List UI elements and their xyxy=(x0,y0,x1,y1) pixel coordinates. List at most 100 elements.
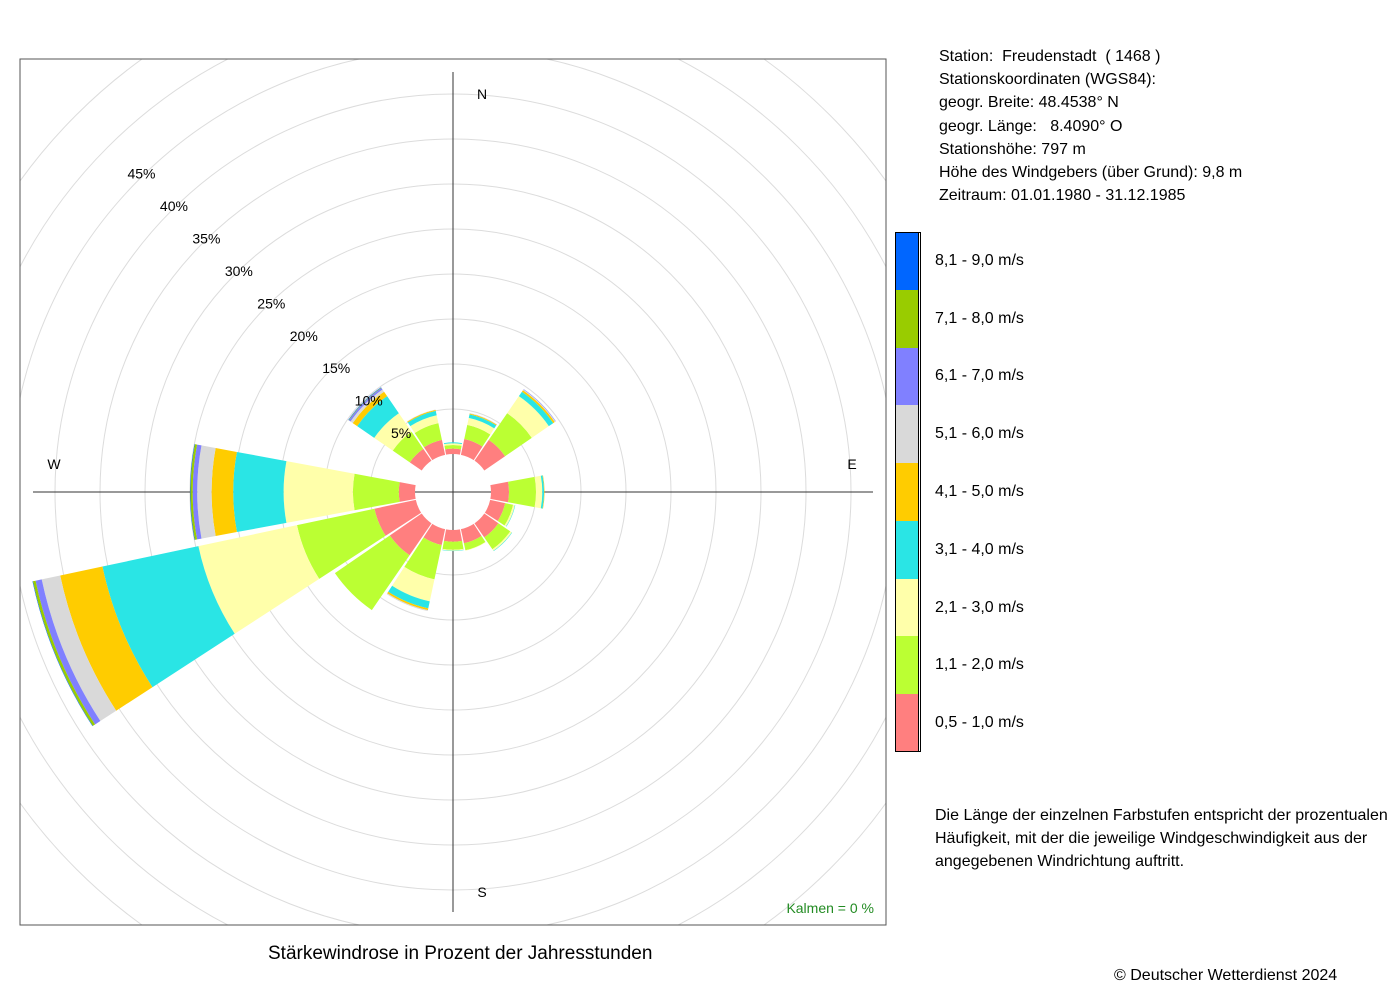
radial-tick-label-5: 5% xyxy=(391,425,411,441)
radial-grid xyxy=(20,59,886,925)
petal-wsw-bin-7 xyxy=(35,579,101,725)
radial-tick-label-10: 10% xyxy=(355,393,383,409)
radial-tick-label-45: 45% xyxy=(127,165,155,181)
legend-swatch-5 xyxy=(895,463,919,521)
petal-n-bin-4 xyxy=(443,442,463,445)
petal-se-bin-3 xyxy=(492,531,512,551)
chart-title: Stärkewindrose in Prozent der Jahresstun… xyxy=(268,943,653,964)
petal-sw-bin-1 xyxy=(389,513,432,556)
petal-w-bin-8 xyxy=(190,444,198,540)
time-period: Zeitraum: 01.01.1980 - 31.12.1985 xyxy=(939,187,1186,205)
radial-tick-label-20: 20% xyxy=(290,328,318,344)
petal-ssw-bin-3 xyxy=(392,566,435,602)
petal-w-bin-6 xyxy=(197,445,216,539)
petal-ssw-bin-4 xyxy=(388,585,430,609)
legend-swatch-8 xyxy=(895,289,919,348)
legend-swatch-9 xyxy=(895,232,919,290)
petal-s-bin-4 xyxy=(442,549,464,552)
legend-swatch-1 xyxy=(895,694,919,752)
petal-sse-bin-2 xyxy=(463,535,486,551)
petal-ne-bin-1 xyxy=(474,439,506,471)
legend-swatch-6 xyxy=(895,405,919,464)
direction-label-s: S xyxy=(477,884,486,900)
legend-label-1: 0,5 - 1,0 m/s xyxy=(935,714,1024,732)
petal-nne-bin-3 xyxy=(467,417,495,435)
petal-sse-bin-3 xyxy=(465,541,486,551)
petal-w-bin-9 xyxy=(190,444,195,540)
petal-wsw-bin-5 xyxy=(60,566,153,711)
plot-frame xyxy=(19,58,887,926)
petal-w-bin-2 xyxy=(352,473,400,511)
legend-label-3: 2,1 - 3,0 m/s xyxy=(935,598,1024,616)
radial-tick-label-40: 40% xyxy=(160,198,188,214)
petal-nnw-bin-4 xyxy=(407,410,437,427)
petal-wsw-bin-2 xyxy=(296,508,386,579)
petal-w-bin-7 xyxy=(192,444,202,540)
station-coordinates-heading: Stationskoordinaten (WGS84): xyxy=(939,71,1156,89)
petal-nnw-bin-3 xyxy=(410,415,439,433)
petal-wsw-bin-3 xyxy=(198,525,320,634)
petal-w-bin-5 xyxy=(211,448,237,536)
petal-ese-bin-1 xyxy=(484,499,506,522)
petal-n-bin-3 xyxy=(444,443,462,446)
petal-w-bin-1 xyxy=(398,482,416,502)
legend-label-7: 6,1 - 7,0 m/s xyxy=(935,367,1024,385)
direction-label-n: N xyxy=(477,86,487,102)
petal-wsw-bin-1 xyxy=(374,499,422,536)
petal-s-bin-1 xyxy=(443,529,463,542)
petal-ssw-bin-5 xyxy=(387,591,429,611)
legend-swatch-7 xyxy=(895,347,919,406)
petal-nw-bin-2 xyxy=(392,431,424,463)
petal-ne-bin-3 xyxy=(507,396,549,438)
petal-nnw-bin-2 xyxy=(414,423,442,448)
description: Die Länge der einzelnen Farbstufen entsp… xyxy=(935,807,1388,870)
radial-tick-label-30: 30% xyxy=(225,263,253,279)
legend-label-8: 7,1 - 8,0 m/s xyxy=(935,309,1024,327)
petal-e-bin-3 xyxy=(534,475,543,509)
radial-tick-label-35: 35% xyxy=(192,230,220,246)
petal-e-bin-5 xyxy=(542,475,545,509)
petal-nne-bin-1 xyxy=(460,438,483,461)
copyright: © Deutscher Wetterdienst 2024 xyxy=(1114,967,1338,984)
petal-sse-bin-1 xyxy=(460,523,482,544)
petal-ne-bin-5 xyxy=(521,390,555,424)
direction-axes xyxy=(33,72,873,912)
petal-nw-bin-5 xyxy=(352,391,388,427)
legend-swatch-4 xyxy=(895,520,919,579)
legend-label-5: 4,1 - 5,0 m/s xyxy=(935,483,1024,500)
legend-label-6: 5,1 - 6,0 m/s xyxy=(935,425,1024,443)
petal-wsw-bin-4 xyxy=(102,546,235,688)
petal-ne-bin-4 xyxy=(518,391,554,427)
calm-label: Kalmen = 0 % xyxy=(786,900,874,916)
petal-e-bin-2 xyxy=(508,476,536,508)
petal-ne-bin-2 xyxy=(488,413,532,457)
legend-label-2: 1,1 - 2,0 m/s xyxy=(935,656,1024,674)
petal-nw-bin-6 xyxy=(350,389,385,424)
petal-nne-bin-5 xyxy=(469,413,497,426)
station-name: Station: Freudenstadt ( 1468 ) xyxy=(939,48,1161,65)
direction-label-e: E xyxy=(847,456,856,472)
station-longitude: geogr. Länge: 8.4090° O xyxy=(939,117,1123,135)
petal-nw-bin-7 xyxy=(348,387,383,422)
petal-w-bin-3 xyxy=(283,461,355,523)
petal-ese-bin-4 xyxy=(506,505,516,527)
legend-swatch-2 xyxy=(895,636,919,695)
petal-nw-bin-4 xyxy=(357,396,399,438)
petal-s-bin-2 xyxy=(442,540,464,550)
rose-petals xyxy=(32,387,556,727)
petal-ssw-bin-2 xyxy=(404,537,442,580)
legend-swatch-3 xyxy=(895,578,919,637)
petal-ssw-bin-1 xyxy=(423,523,446,546)
petal-n-bin-1 xyxy=(445,448,461,455)
petal-e-bin-4 xyxy=(540,475,545,509)
legend-label-9: 8,1 - 9,0 m/s xyxy=(935,251,1024,269)
petal-nw-bin-3 xyxy=(374,413,412,451)
petal-nw-bin-1 xyxy=(409,448,432,471)
radial-tick-label-15: 15% xyxy=(322,360,350,376)
grid-circle-55 xyxy=(20,59,886,925)
petal-se-bin-2 xyxy=(484,523,511,550)
radial-tick-labels: 5% 10% 15%20% 25%30% 35%40% 45% xyxy=(127,165,411,441)
petal-n-bin-2 xyxy=(444,445,462,450)
petal-se-bin-1 xyxy=(474,513,499,538)
